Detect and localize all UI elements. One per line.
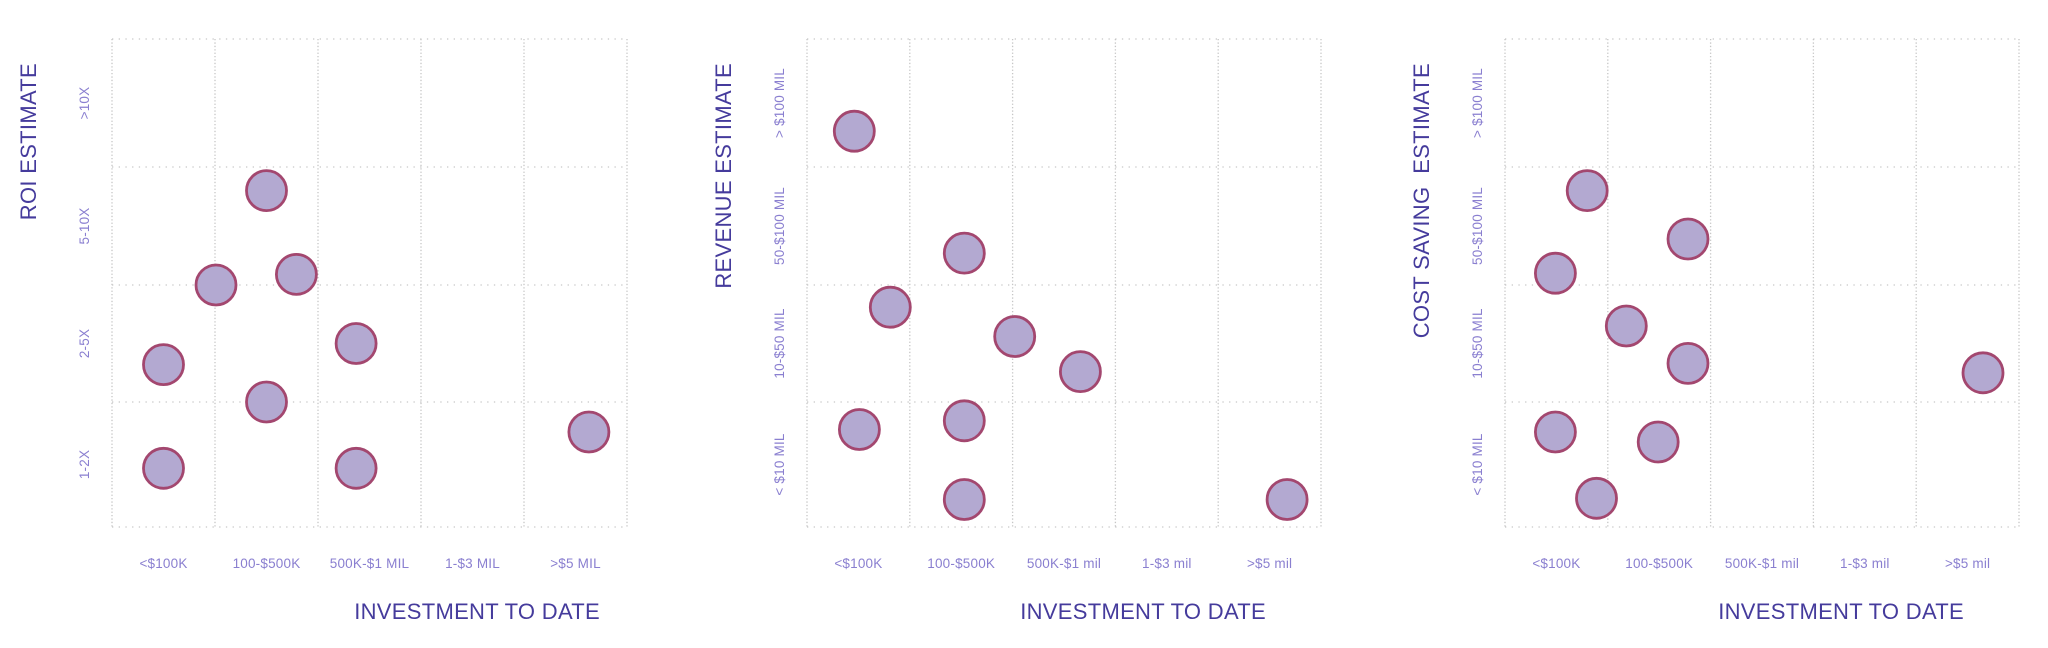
data-point: [832, 109, 876, 153]
x-axis-title: INVESTMENT TO DATE: [354, 599, 600, 624]
data-point: [1575, 476, 1618, 520]
y-axis-title: REVENUE ESTIMATE: [711, 63, 736, 289]
data-point: [274, 252, 318, 296]
y-axis-tick-label: < $10 MIL: [772, 433, 787, 496]
data-point: [942, 231, 986, 275]
data-point: [194, 263, 238, 307]
data-point: [1666, 341, 1710, 385]
data-point: [1265, 478, 1309, 521]
x-axis-tick-label: 500K-$1 mil: [1027, 556, 1101, 571]
y-axis-tick-label: 50-$100 MIL: [772, 187, 787, 265]
chart-cost-saving-estimate: COST SAVING ESTIMATE < $10 MIL 10-$50 MIL 5…: [1409, 38, 2020, 624]
y-axis-tick-label: > $100 MIL: [1470, 68, 1485, 138]
data-point: [1565, 169, 1609, 213]
data-point: [245, 380, 288, 424]
data-point: [1636, 420, 1680, 464]
y-axis-tick-label: 2-5X: [77, 329, 92, 358]
data-point: [567, 410, 611, 454]
data-point: [942, 478, 986, 521]
data-point: [1059, 350, 1102, 394]
y-axis-tick-label: 10-$50 MIL: [772, 308, 787, 379]
x-axis-tick-label: >$5 mil: [1247, 556, 1292, 571]
data-point: [142, 446, 185, 490]
data-point: [142, 343, 185, 387]
data-point: [334, 322, 378, 365]
x-axis-tick-label: 100-$500K: [233, 556, 301, 571]
x-axis-title: INVESTMENT TO DATE: [1718, 599, 1964, 624]
x-axis-tick-label: 1-$3 mil: [1142, 556, 1192, 571]
x-axis-tick-label: <$100K: [834, 556, 882, 571]
y-axis-title: COST SAVING ESTIMATE: [1409, 63, 1434, 338]
data-point: [838, 408, 881, 451]
x-axis-tick-label: 1-$3 mil: [1840, 556, 1890, 571]
x-axis-tick-label: 1-$3 MIL: [445, 556, 500, 571]
data-point: [993, 315, 1037, 358]
x-axis-tick-label: 500K-$1 mil: [1725, 556, 1799, 571]
y-axis-tick-label: 1-2X: [77, 450, 92, 479]
data-point: [334, 446, 378, 490]
x-axis-tick-label: 100-$500K: [927, 556, 995, 571]
y-axis-tick-label: 50-$100 MIL: [1470, 187, 1485, 265]
x-axis-title: INVESTMENT TO DATE: [1020, 599, 1266, 624]
y-axis-tick-label: 5-10X: [77, 207, 92, 244]
data-point: [1604, 304, 1648, 348]
y-axis-title: ROI ESTIMATE: [16, 63, 41, 220]
data-point: [1534, 251, 1577, 295]
x-axis-tick-label: 100-$500K: [1625, 556, 1693, 571]
chart-revenue-estimate: REVENUE ESTIMATE < $10 MIL 10-$50 MIL 50-$1…: [711, 38, 1322, 624]
x-axis-tick-label: 500K-$1 MIL: [330, 556, 410, 571]
x-axis-tick-label: >$5 mil: [1945, 556, 1990, 571]
data-point: [245, 169, 288, 213]
data-point: [1961, 351, 2005, 395]
chart-roi-estimate: ROI ESTIMATE 1-2X 2-5X 5-10X >10X <$100K 100-$…: [16, 38, 628, 624]
y-axis-tick-label: 10-$50 MIL: [1470, 308, 1485, 379]
x-axis-tick-label: <$100K: [139, 556, 187, 571]
x-axis-tick-label: >$5 MIL: [550, 556, 601, 571]
data-point: [942, 399, 986, 443]
y-axis-tick-label: > $100 MIL: [772, 68, 787, 138]
data-point: [1534, 410, 1577, 454]
y-axis-tick-label: >10X: [77, 87, 92, 120]
data-point: [1666, 217, 1710, 261]
x-axis-tick-label: <$100K: [1532, 556, 1580, 571]
y-axis-tick-label: < $10 MIL: [1470, 433, 1485, 496]
data-point: [868, 285, 912, 329]
